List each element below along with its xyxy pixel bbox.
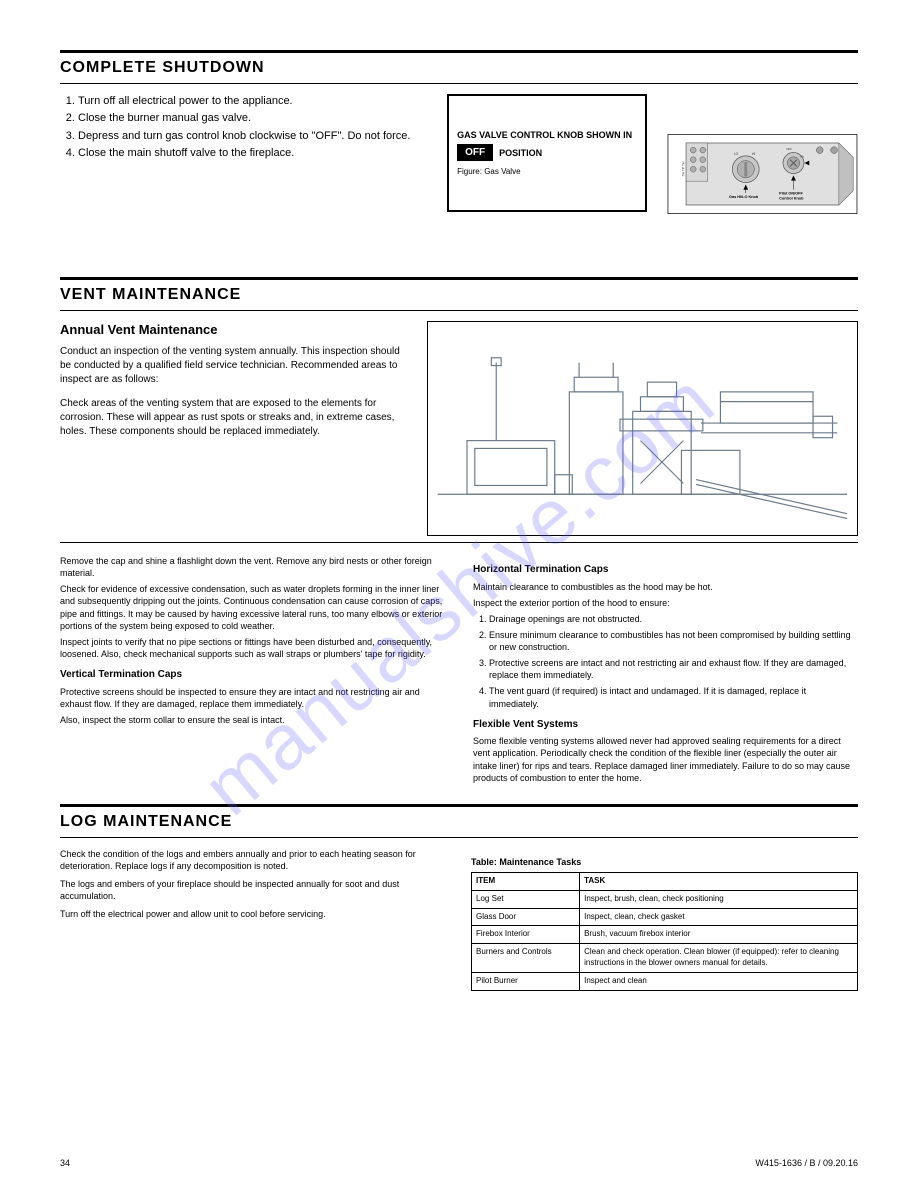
vent-two-column: Remove the cap and shine a flashlight do… [60,555,858,788]
flex-vent-heading: Flexible Vent Systems [473,718,858,732]
svg-text:ON: ON [800,154,804,158]
table-cell: Log Set [472,890,580,908]
shutdown-step: Turn off all electrical power to the app… [78,94,427,109]
table-cell: Brush, vacuum firebox interior [580,926,858,944]
vent-top-row: Annual Vent Maintenance Conduct an inspe… [60,321,858,543]
vent-right-p2: Inspect the exterior portion of the hood… [473,597,858,609]
section-title-log: LOG MAINTENANCE [60,813,858,831]
table-cell: Glass Door [472,908,580,926]
maintenance-table-wrap: Table: Maintenance Tasks ITEM TASK Log S… [471,848,858,991]
table-row: Glass Door Inspect, clean, check gasket [472,908,858,926]
list-item: Drainage openings are not obstructed. [489,613,858,625]
page-container: COMPLETE SHUTDOWN Turn off all electrica… [0,0,918,1021]
shutdown-step: Close the burner manual gas valve. [78,111,427,126]
vent-col-left: Remove the cap and shine a flashlight do… [60,555,445,788]
log-text-block: Check the condition of the logs and embe… [60,848,443,991]
list-item: The vent guard (if required) is intact a… [489,685,858,709]
vertical-caps-heading: Vertical Termination Caps [60,668,445,682]
table-cell: Burners and Controls [472,944,580,973]
maintenance-table: ITEM TASK Log Set Inspect, brush, clean,… [471,872,858,991]
shutdown-step: Depress and turn gas control knob clockw… [78,129,427,144]
vent-svg [428,322,857,530]
log-para-2: The logs and embers of your fireplace sh… [60,878,443,902]
table-row: Burners and Controls Clean and check ope… [472,944,858,973]
vent-left-p3: Inspect joints to verify that no pipe se… [60,636,445,660]
valve-box-caption: Figure: Gas Valve [457,167,637,176]
shutdown-steps: Turn off all electrical power to the app… [60,94,427,164]
vent-para-1: Conduct an inspection of the venting sys… [60,345,411,387]
vent-left-p4: Protective screens should be inspected t… [60,686,445,710]
valve-box-line2: POSITION [499,148,542,158]
vent-col-right: Horizontal Termination Caps Maintain cle… [473,555,858,788]
table-header-cell: ITEM [472,872,580,890]
off-badge: OFF [457,144,493,161]
svg-text:Control Knob: Control Knob [779,196,804,200]
svg-text:OFF: OFF [786,147,792,151]
section-header-vent: VENT MAINTENANCE [60,277,858,311]
table-cell: Pilot Burner [472,972,580,990]
log-maintenance-row: Check the condition of the logs and embe… [60,848,858,991]
section-title-vent: VENT MAINTENANCE [60,286,858,304]
shutdown-step: Close the main shutoff valve to the fire… [78,146,427,161]
section-header-log: LOG MAINTENANCE [60,804,858,838]
gas-valve-illustration: TH TP TH LO HI OFF ON [667,94,858,259]
vent-para-2: Check areas of the venting system that a… [60,397,411,439]
vent-right-p1: Maintain clearance to combustibles as th… [473,581,858,593]
valve-box-line1: GAS VALVE CONTROL KNOB SHOWN IN [457,130,637,140]
page-footer: 34 W415-1636 / B / 09.20.16 [60,1158,858,1168]
table-row: Pilot Burner Inspect and clean [472,972,858,990]
log-para-3: Turn off the electrical power and allow … [60,908,443,920]
vent-left-p2: Check for evidence of excessive condensa… [60,583,445,632]
svg-text:TH TP TH: TH TP TH [682,161,686,176]
table-header-cell: TASK [580,872,858,890]
table-row: Firebox Interior Brush, vacuum firebox i… [472,926,858,944]
horizontal-caps-heading: Horizontal Termination Caps [473,563,858,577]
hilo-label: Gas HI/LO Knob [729,195,759,199]
table-row: Log Set Inspect, brush, clean, check pos… [472,890,858,908]
valve-position-box: GAS VALVE CONTROL KNOB SHOWN IN OFF POSI… [447,94,647,212]
section-title-shutdown: COMPLETE SHUTDOWN [60,59,858,77]
log-para-1: Check the condition of the logs and embe… [60,848,443,872]
list-item: Ensure minimum clearance to combustibles… [489,629,858,653]
vent-cutaway-illustration [427,321,858,536]
table-cell: Clean and check operation. Clean blower … [580,944,858,973]
vent-left-p5: Also, inspect the storm collar to ensure… [60,714,445,726]
page-number: 34 [60,1158,70,1168]
table-cell: Firebox Interior [472,926,580,944]
section-header-shutdown: COMPLETE SHUTDOWN [60,50,858,84]
annual-vent-heading: Annual Vent Maintenance [60,321,411,339]
table-cell: Inspect, clean, check gasket [580,908,858,926]
table-title: Table: Maintenance Tasks [471,856,858,868]
svg-text:LO: LO [734,152,739,156]
svg-text:Pilot ON/OFF: Pilot ON/OFF [779,192,803,196]
vent-left-p1: Remove the cap and shine a flashlight do… [60,555,445,579]
table-header-row: ITEM TASK [472,872,858,890]
vent-intro-text: Annual Vent Maintenance Conduct an inspe… [60,321,411,536]
gas-valve-svg: TH TP TH LO HI OFF ON [667,94,858,254]
list-item: Protective screens are intact and not re… [489,657,858,681]
table-cell: Inspect and clean [580,972,858,990]
vent-right-p3: Some flexible venting systems allowed ne… [473,735,858,784]
svg-text:HI: HI [752,152,755,156]
table-cell: Inspect, brush, clean, check positioning [580,890,858,908]
doc-reference: W415-1636 / B / 09.20.16 [755,1158,858,1168]
shutdown-row: Turn off all electrical power to the app… [60,94,858,259]
